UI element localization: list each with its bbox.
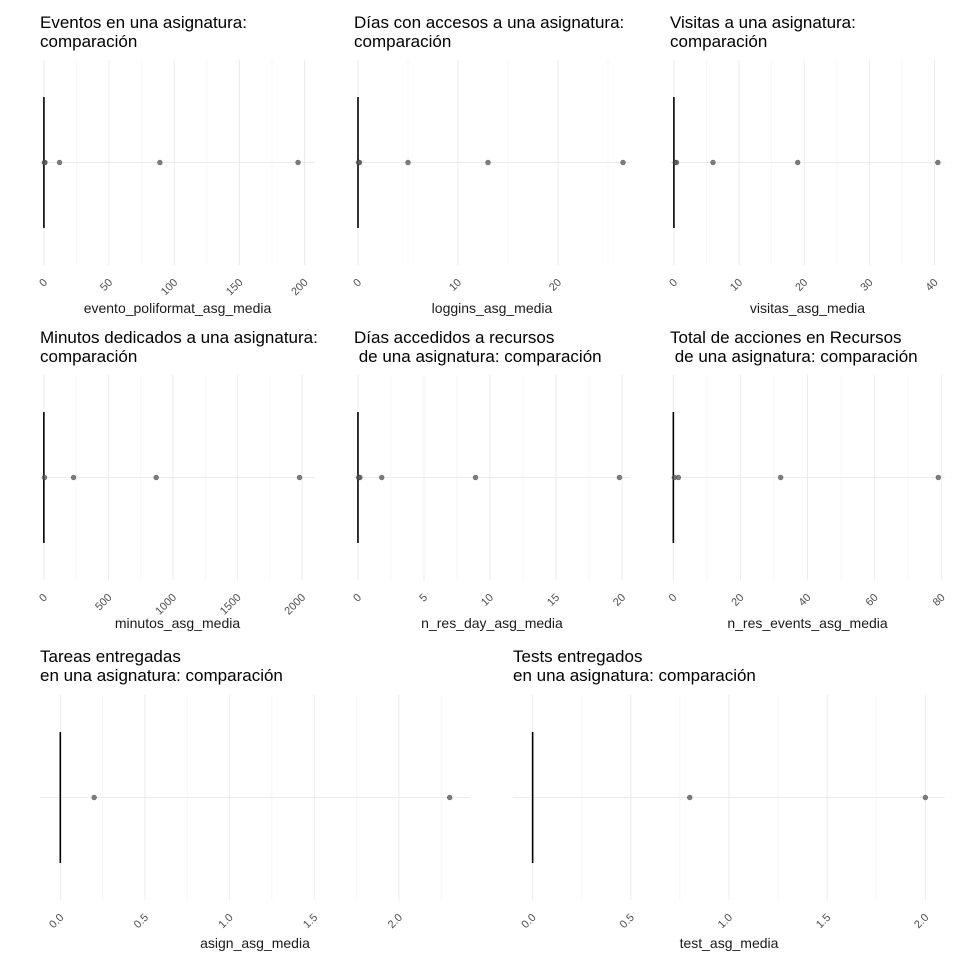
x-axis-label: minutos_asg_media xyxy=(115,615,241,631)
outlier-point xyxy=(91,794,97,801)
outlier-point xyxy=(673,159,680,166)
outlier-point xyxy=(935,474,941,481)
outlier-point xyxy=(675,474,682,481)
outlier-point xyxy=(41,474,48,481)
panel-title: Minutos dedicados a una asignatura: comp… xyxy=(40,328,318,366)
outlier-point xyxy=(922,794,929,801)
x-tick-label: 0.5 xyxy=(618,912,637,931)
x-axis-label: n_res_day_asg_media xyxy=(421,615,563,631)
outlier-point xyxy=(157,159,163,166)
outlier-point xyxy=(446,794,453,801)
outlier-point xyxy=(777,474,784,481)
outlier-point xyxy=(795,159,801,166)
x-tick-label: 2.0 xyxy=(912,912,931,931)
panel-title: Visitas a una asignatura: comparación xyxy=(670,13,856,51)
x-tick-label: 1.0 xyxy=(716,912,735,931)
x-tick-label: 1.5 xyxy=(814,912,833,931)
outlier-point xyxy=(935,159,941,166)
outlier-point xyxy=(687,794,693,801)
panel-title: Total de acciones en Recursos de una asi… xyxy=(670,328,918,366)
outlier-point xyxy=(295,159,301,166)
panel-title: Eventos en una asignatura: comparación xyxy=(40,13,247,51)
outlier-point xyxy=(620,159,626,166)
outlier-point xyxy=(472,474,479,481)
x-tick-label: 0.0 xyxy=(519,912,538,931)
outlier-point xyxy=(485,159,491,166)
panel-title: Tareas entregadas en una asignatura: com… xyxy=(40,647,283,685)
panel-title: Tests entregados en una asignatura: comp… xyxy=(513,647,756,685)
outlier-point xyxy=(710,159,716,166)
outlier-point xyxy=(357,474,363,481)
panel-title: Días accedidos a recursos de una asignat… xyxy=(354,328,602,366)
outlier-point xyxy=(296,474,303,481)
outlier-point xyxy=(379,474,385,481)
x-axis-label: evento_poliformat_asg_media xyxy=(84,300,272,316)
outlier-point xyxy=(42,159,48,166)
x-axis-label: loggins_asg_media xyxy=(432,300,553,316)
x-axis-label: asign_asg_media xyxy=(200,935,310,951)
outlier-point xyxy=(153,474,159,481)
panel-title: Días con accesos a una asignatura: compa… xyxy=(354,13,625,51)
x-axis-label: n_res_events_asg_media xyxy=(727,615,888,631)
outlier-point xyxy=(405,159,411,166)
outlier-point xyxy=(616,474,623,481)
outlier-point xyxy=(356,159,363,166)
x-axis-label: test_asg_media xyxy=(680,935,779,951)
outlier-point xyxy=(70,474,77,481)
x-axis-label: visitas_asg_media xyxy=(750,300,865,316)
outlier-point xyxy=(56,159,63,166)
